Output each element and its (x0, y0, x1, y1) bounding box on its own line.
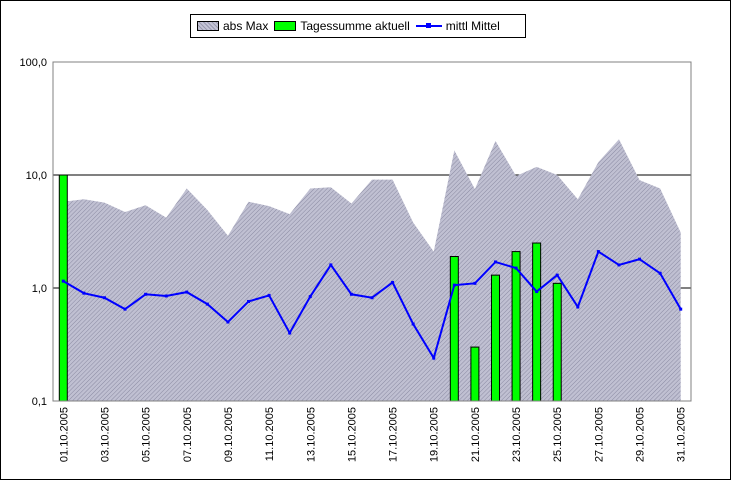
legend-swatch-mittl-mittel (415, 21, 442, 31)
x-tick-label: 29.10.2005 (635, 407, 647, 462)
point-mittl-mittel (185, 290, 189, 294)
point-mittl-mittel (658, 271, 662, 275)
plot-border (52, 61, 692, 402)
point-mittl-mittel (638, 257, 642, 261)
y-tick-label: 0,1 (32, 396, 47, 408)
abs-max-area-series (63, 139, 681, 401)
legend-item-tagessumme: Tagessumme aktuell (274, 19, 410, 33)
point-mittl-mittel (452, 283, 456, 287)
bar-tagessumme (552, 282, 562, 402)
point-mittl-mittel (617, 263, 621, 267)
legend-swatch-abs-max (197, 21, 219, 31)
point-mittl-mittel (514, 266, 518, 270)
bar-tagessumme (532, 242, 542, 402)
x-tick-label: 11.10.2005 (264, 407, 276, 461)
point-mittl-mittel (205, 302, 209, 306)
point-mittl-mittel (535, 290, 539, 294)
bar-tagessumme (470, 346, 480, 402)
x-tick-label: 25.10.2005 (552, 407, 564, 462)
x-tick-label: 09.10.2005 (223, 407, 235, 462)
point-mittl-mittel (247, 299, 251, 303)
x-tick-label: 23.10.2005 (511, 407, 523, 462)
bar-tagessumme (490, 274, 500, 402)
x-tick-label: 15.10.2005 (346, 407, 358, 462)
point-mittl-mittel (102, 296, 106, 300)
point-mittl-mittel (576, 305, 580, 309)
x-tick-label: 21.10.2005 (470, 407, 482, 462)
point-mittl-mittel (329, 263, 333, 267)
point-mittl-mittel (82, 291, 86, 295)
point-mittl-mittel (123, 307, 127, 311)
point-mittl-mittel (679, 307, 683, 311)
mittl-mittel-line-series (61, 250, 683, 361)
point-mittl-mittel (288, 331, 292, 335)
legend-label-abs-max: abs Max (223, 19, 269, 33)
x-tick-label: 07.10.2005 (182, 407, 194, 462)
y-tick-label: 1,0 (32, 283, 47, 295)
x-tick-label: 27.10.2005 (593, 407, 605, 462)
point-mittl-mittel (370, 296, 374, 300)
x-tick-label: 05.10.2005 (141, 407, 153, 462)
y-axis-tick-labels: 0,1 1,0 10,0 100,0 (19, 57, 47, 408)
point-mittl-mittel (391, 280, 395, 284)
point-mittl-mittel (164, 294, 168, 298)
point-mittl-mittel (493, 260, 497, 264)
point-mittl-mittel (411, 322, 415, 326)
point-mittl-mittel (144, 292, 148, 296)
point-mittl-mittel (308, 295, 312, 299)
bar-tagessumme (58, 174, 68, 402)
x-tick-label: 03.10.2005 (99, 407, 111, 462)
point-mittl-mittel (61, 279, 65, 283)
legend-item-mittl-mittel: mittl Mittel (415, 19, 500, 33)
point-mittl-mittel (473, 281, 477, 285)
point-mittl-mittel (555, 273, 559, 277)
x-tick-label: 17.10.2005 (388, 407, 400, 462)
y-tick-label: 10,0 (26, 170, 47, 182)
point-mittl-mittel (226, 320, 230, 324)
chart-legend: abs Max Tagessumme aktuell mittl Mittel (190, 14, 526, 38)
x-axis-tick-labels: 01.10.2005 03.10.2005 05.10.2005 07.10.2005… (58, 407, 687, 462)
x-tick-label: 01.10.2005 (58, 407, 70, 462)
point-mittl-mittel (267, 293, 271, 297)
x-tick-label: 13.10.2005 (305, 407, 317, 462)
abs-max-area (63, 139, 681, 401)
legend-label-mittl-mittel: mittl Mittel (445, 19, 500, 33)
bar-tagessumme (511, 251, 521, 402)
point-mittl-mittel (596, 250, 600, 254)
x-tick-label: 31.10.2005 (676, 407, 688, 462)
bar-tagessumme (449, 256, 459, 402)
legend-swatch-tagessumme (274, 21, 297, 31)
point-mittl-mittel (432, 356, 436, 360)
x-tick-label: 19.10.2005 (429, 407, 441, 462)
legend-item-abs-max: abs Max (197, 19, 268, 33)
y-tick-label: 100,0 (19, 57, 47, 69)
point-mittl-mittel (349, 292, 353, 296)
legend-label-tagessumme: Tagessumme aktuell (300, 19, 410, 33)
